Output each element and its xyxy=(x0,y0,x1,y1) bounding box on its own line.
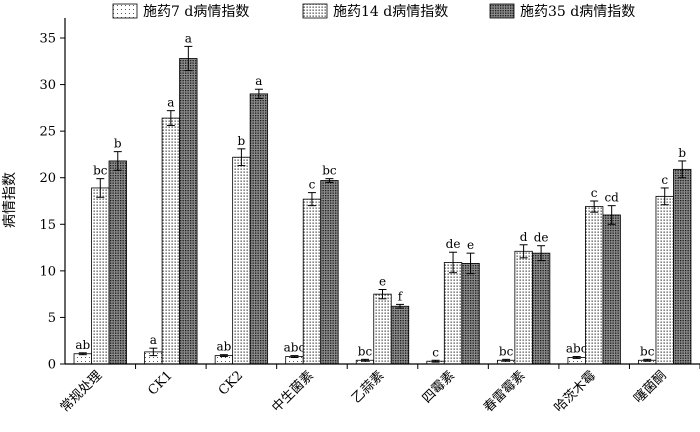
sig-label-s2-c2: a xyxy=(255,74,262,88)
x-tick-label-6: 春雷霉素 xyxy=(481,368,528,415)
bar-s1-c1 xyxy=(161,117,180,365)
sig-label-s0-c2: ab xyxy=(216,340,231,354)
sig-label-s0-c0: ab xyxy=(75,338,90,352)
y-tick-label-2: 10 xyxy=(39,264,56,279)
bar-s1-c2 xyxy=(232,156,251,365)
plot-area: 05101520253035常规处理abbcbCK1aaaCK2abba中生菌素… xyxy=(39,31,700,416)
y-tick-label-1: 5 xyxy=(48,311,56,326)
legend-item-2: 施药35 d病情指数 xyxy=(489,3,635,20)
sig-label-s1-c7: c xyxy=(591,186,598,200)
bar-s2-c8 xyxy=(673,168,692,365)
bar-s2-c3 xyxy=(320,180,339,365)
bar-s1-c7 xyxy=(585,206,604,365)
y-tick-label-0: 0 xyxy=(48,358,56,373)
legend-label-1: 施药14 d病情指数 xyxy=(333,4,448,20)
sig-label-s2-c4: f xyxy=(398,289,404,303)
legend-label-0: 施药7 d病情指数 xyxy=(143,4,249,20)
sig-label-s0-c7: abc xyxy=(566,342,588,356)
bar-s1-c6 xyxy=(514,250,533,365)
legend-item-0: 施药7 d病情指数 xyxy=(112,3,249,20)
legend-item-1: 施药14 d病情指数 xyxy=(302,3,448,20)
bar-s2-c4 xyxy=(390,305,410,365)
sig-label-s2-c5: e xyxy=(467,238,474,252)
sig-label-s1-c5: de xyxy=(446,237,461,251)
legend-label-2: 施药35 d病情指数 xyxy=(520,4,635,20)
sig-label-s0-c4: bc xyxy=(358,344,373,358)
y-tick-label-7: 35 xyxy=(39,32,56,47)
sig-label-s0-c6: bc xyxy=(499,344,514,358)
bar-s2-c0 xyxy=(108,160,127,365)
bar-s2-c6 xyxy=(531,252,551,365)
y-tick-label-6: 30 xyxy=(39,78,56,93)
bar-s2-c1 xyxy=(179,58,198,365)
sig-label-s1-c3: c xyxy=(309,178,316,192)
bar-s2-c7 xyxy=(602,214,621,365)
x-tick-label-5: 四霉素 xyxy=(420,368,458,406)
y-axis-label: 病情指数 xyxy=(2,172,18,228)
bar-s1-c3 xyxy=(302,198,322,365)
bar-s1-c5 xyxy=(443,262,463,365)
bar-s2-c2 xyxy=(249,93,269,365)
sig-label-s1-c2: b xyxy=(238,134,246,148)
sig-label-s2-c6: de xyxy=(534,231,549,245)
sig-label-s1-c4: e xyxy=(379,274,386,288)
sig-label-s1-c8: c xyxy=(661,173,668,187)
bar-s1-c4 xyxy=(373,293,392,365)
sig-label-s0-c1: a xyxy=(150,333,157,347)
legend: 施药7 d病情指数 施药14 d病情指数 施药35 d病情指数 xyxy=(112,3,635,20)
sig-label-s0-c3: abc xyxy=(284,341,306,355)
sig-label-s2-c3: bc xyxy=(322,164,337,178)
x-tick-label-1: CK1 xyxy=(145,368,175,398)
sig-label-s0-c8: bc xyxy=(640,344,655,358)
bar-s1-c0 xyxy=(91,187,110,365)
bar-s1-c8 xyxy=(655,195,674,365)
y-tick-label-4: 20 xyxy=(39,171,56,186)
x-tick-label-4: 乙蒜素 xyxy=(349,368,387,406)
x-tick-label-0: 常规处理 xyxy=(58,368,105,415)
y-tick-label-3: 15 xyxy=(39,218,56,233)
sig-label-s2-c8: b xyxy=(678,146,686,160)
sig-label-s0-c5: c xyxy=(432,345,439,359)
sig-label-s1-c6: d xyxy=(520,230,528,244)
legend-swatch-0 xyxy=(112,3,138,19)
y-tick-label-5: 25 xyxy=(39,125,56,140)
bar-s0-c0 xyxy=(73,353,92,365)
x-tick-label-8: 噻菌酮 xyxy=(631,368,670,407)
sig-label-s1-c0: bc xyxy=(93,164,108,178)
legend-swatch-2 xyxy=(489,3,515,19)
x-tick-label-7: 哈茨木霉 xyxy=(552,368,599,415)
sig-label-s2-c1: a xyxy=(185,31,192,45)
sig-label-s2-c7: cd xyxy=(604,191,619,205)
sig-label-s2-c0: b xyxy=(114,137,122,151)
x-tick-label-2: CK2 xyxy=(216,368,246,398)
x-tick-label-3: 中生菌素 xyxy=(269,368,316,415)
sig-label-s1-c1: a xyxy=(167,96,174,110)
bar-s2-c5 xyxy=(461,263,480,365)
legend-swatch-1 xyxy=(302,3,328,19)
